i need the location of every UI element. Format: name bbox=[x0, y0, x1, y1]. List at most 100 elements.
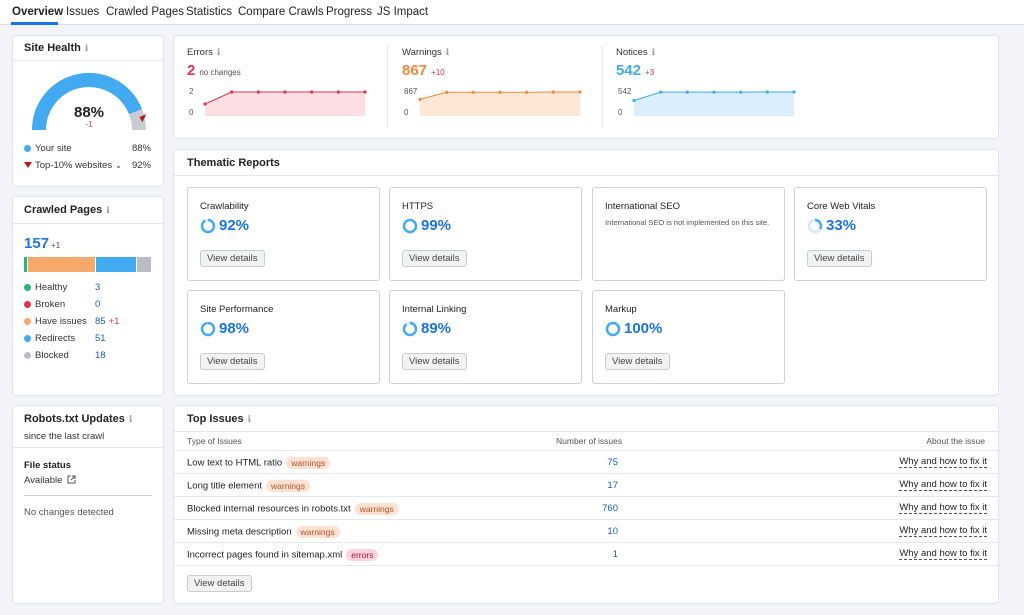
crawled-pages-total[interactable]: 157 bbox=[24, 235, 50, 252]
errors-point[interactable] bbox=[283, 90, 287, 94]
fix-link[interactable]: Why and how to fix it bbox=[899, 502, 987, 514]
info-icon[interactable]: ℹ bbox=[216, 47, 221, 57]
warnings-area bbox=[420, 92, 580, 116]
issue-count[interactable]: 760 bbox=[602, 503, 618, 514]
breakdown-value[interactable]: 0 bbox=[95, 299, 101, 310]
view-details-button[interactable]: View details bbox=[402, 250, 467, 267]
breakdown-value[interactable]: 51 bbox=[95, 333, 106, 344]
issue-name[interactable]: Missing meta description warnings bbox=[187, 526, 340, 538]
issue-name[interactable]: Long title element warnings bbox=[187, 480, 311, 492]
warnings-point[interactable] bbox=[578, 90, 582, 94]
table-row[interactable]: Long title element warnings 17 Why and how … bbox=[174, 474, 1000, 497]
report-score: 89% bbox=[421, 320, 452, 337]
stack-segment-blocked[interactable] bbox=[136, 257, 151, 272]
progress-ring-icon bbox=[402, 218, 418, 234]
fix-link[interactable]: Why and how to fix it bbox=[899, 525, 987, 537]
table-row[interactable]: Blocked internal resources in robots.txt… bbox=[174, 497, 1000, 520]
issue-name[interactable]: Blocked internal resources in robots.txt… bbox=[187, 503, 399, 515]
table-row[interactable]: Missing meta description warnings 10 Why an… bbox=[174, 520, 1000, 543]
fix-link[interactable]: Why and how to fix it bbox=[899, 479, 987, 491]
errors-count[interactable]: 2 bbox=[187, 62, 196, 79]
issue-title: Missing meta description bbox=[187, 526, 292, 538]
stack-segment-have-issues[interactable] bbox=[28, 257, 95, 272]
issue-name[interactable]: Low text to HTML ratio warnings bbox=[187, 457, 331, 469]
breakdown-value[interactable]: 85 +1 bbox=[95, 316, 120, 327]
errors-point[interactable] bbox=[203, 102, 207, 106]
view-details-button[interactable]: View details bbox=[605, 353, 670, 370]
breakdown-row-healthy[interactable]: Healthy bbox=[24, 282, 67, 293]
report-card-international-seo[interactable]: International SEO International SEO is no… bbox=[592, 187, 785, 281]
info-icon[interactable]: ℹ bbox=[128, 414, 133, 424]
breakdown-value[interactable]: 3 bbox=[95, 282, 101, 293]
notices-point[interactable] bbox=[739, 90, 743, 94]
breakdown-value[interactable]: 18 bbox=[95, 350, 106, 361]
errors-point[interactable] bbox=[256, 90, 260, 94]
report-card-internal-linking[interactable]: Internal Linking 89% View details bbox=[389, 290, 582, 384]
warnings-point[interactable] bbox=[498, 90, 502, 94]
top-issues-view-details-button[interactable]: View details bbox=[187, 575, 252, 592]
file-status-label: File status bbox=[24, 460, 71, 471]
tab-overview[interactable]: Overview bbox=[12, 6, 64, 18]
warnings-count[interactable]: 867 bbox=[402, 62, 428, 79]
issue-count[interactable]: 75 bbox=[607, 457, 618, 468]
tab-issues[interactable]: Issues bbox=[66, 6, 100, 18]
notices-point[interactable] bbox=[685, 90, 689, 94]
file-status-link[interactable]: Available bbox=[24, 475, 76, 486]
notices-point[interactable] bbox=[765, 90, 769, 94]
progress-ring-fill bbox=[200, 218, 216, 234]
issue-count[interactable]: 17 bbox=[607, 480, 618, 491]
site-health-card: Site Health ℹ 88% -1 Your site 88% Top-10… bbox=[12, 35, 165, 187]
view-details-button[interactable]: View details bbox=[402, 353, 467, 370]
warnings-point[interactable] bbox=[418, 97, 422, 101]
table-row[interactable]: Low text to HTML ratio warnings 75 Why and … bbox=[174, 451, 1000, 474]
issue-count[interactable]: 1 bbox=[612, 549, 618, 560]
report-card-core-web-vitals[interactable]: Core Web Vitals 33% View details bbox=[794, 187, 987, 281]
tab-statistics[interactable]: Statistics bbox=[186, 6, 233, 18]
warnings-point[interactable] bbox=[551, 90, 555, 94]
warnings-point[interactable] bbox=[525, 90, 529, 94]
report-score: 98% bbox=[219, 320, 250, 337]
notices-point[interactable] bbox=[712, 90, 716, 94]
errors-point[interactable] bbox=[230, 90, 234, 94]
errors-point[interactable] bbox=[336, 90, 340, 94]
table-row[interactable]: Incorrect pages found in sitemap.xml erro… bbox=[174, 543, 1000, 566]
stack-segment-redirects[interactable] bbox=[95, 257, 136, 272]
errors-point[interactable] bbox=[363, 90, 367, 94]
fix-link[interactable]: Why and how to fix it bbox=[899, 456, 987, 468]
notices-point[interactable] bbox=[792, 90, 796, 94]
issue-name[interactable]: Incorrect pages found in sitemap.xml erro… bbox=[187, 549, 379, 561]
info-icon[interactable]: ℹ bbox=[651, 47, 656, 57]
view-details-button[interactable]: View details bbox=[200, 250, 265, 267]
fix-link[interactable]: Why and how to fix it bbox=[899, 548, 987, 560]
tab-crawled-pages[interactable]: Crawled Pages bbox=[106, 6, 184, 18]
chevron-down-icon[interactable]: ⌄ bbox=[115, 161, 122, 170]
notices-value-row: 542 +3 bbox=[616, 62, 654, 79]
info-icon[interactable]: ℹ bbox=[445, 47, 450, 57]
breakdown-row-blocked[interactable]: Blocked bbox=[24, 350, 69, 361]
tab-js-impact[interactable]: JS Impact bbox=[377, 6, 429, 18]
tab-compare-crawls[interactable]: Compare Crawls bbox=[238, 6, 324, 18]
errors-point[interactable] bbox=[310, 90, 314, 94]
breakdown-row-redirects[interactable]: Redirects bbox=[24, 333, 75, 344]
info-icon[interactable]: ℹ bbox=[84, 43, 89, 53]
warnings-point[interactable] bbox=[445, 90, 449, 94]
view-details-button[interactable]: View details bbox=[200, 353, 265, 370]
breakdown-row-broken[interactable]: Broken bbox=[24, 299, 65, 310]
report-card-https[interactable]: HTTPS 99% View details bbox=[389, 187, 582, 281]
issue-count[interactable]: 10 bbox=[607, 526, 618, 537]
report-card-markup[interactable]: Markup 100% View details bbox=[592, 290, 785, 384]
report-card-site-performance[interactable]: Site Performance 98% View details bbox=[187, 290, 380, 384]
top-issues-card: Top Issues ℹ Type of Issues Number of iss… bbox=[173, 405, 1000, 604]
notices-count[interactable]: 542 bbox=[616, 62, 642, 79]
legend-top-websites[interactable]: Top-10% websites ⌄ bbox=[24, 160, 122, 171]
warnings-point[interactable] bbox=[471, 90, 475, 94]
info-icon[interactable]: ℹ bbox=[247, 414, 252, 424]
view-details-button[interactable]: View details bbox=[807, 250, 872, 267]
notices-point[interactable] bbox=[632, 98, 636, 103]
stack-segment-healthy[interactable] bbox=[24, 257, 27, 272]
report-card-crawlability[interactable]: Crawlability 92% View details bbox=[187, 187, 380, 281]
notices-point[interactable] bbox=[659, 90, 663, 94]
tab-progress[interactable]: Progress bbox=[326, 6, 373, 18]
info-icon[interactable]: ℹ bbox=[106, 205, 110, 215]
breakdown-row-have-issues[interactable]: Have issues bbox=[24, 316, 87, 327]
